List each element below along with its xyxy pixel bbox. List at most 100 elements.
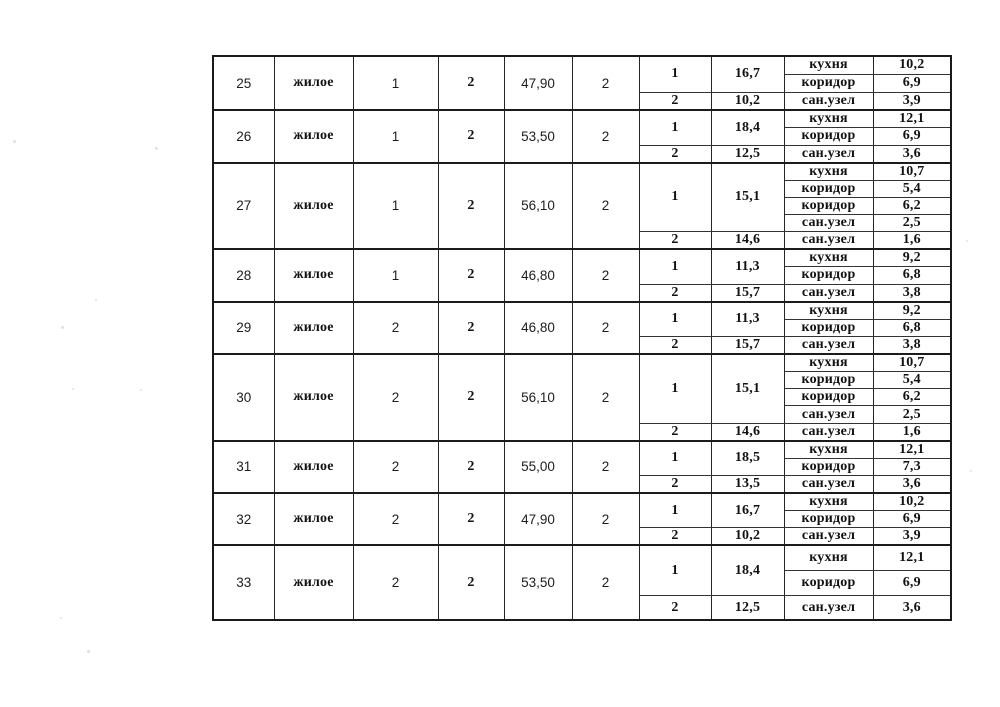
table-row: 25 жилое 1 2 47,90 2 1 16,7 кухня 10,2 (212, 55, 952, 111)
scan-speck (155, 147, 158, 150)
apt-col3-cell: 2 (352, 492, 439, 546)
room-number-cell: 1 (638, 544, 712, 596)
aux-name-cell: сан.узел (783, 336, 874, 355)
aux-name-cell: коридор (783, 457, 874, 477)
apt-type-cell: жилое (273, 492, 354, 546)
apt-col3-cell: 2 (352, 353, 439, 442)
aux-area-cell: 3,9 (872, 527, 952, 546)
aux-name-cell: сан.узел (783, 91, 874, 111)
aux-area-cell: 3,6 (872, 594, 952, 621)
apt-col3-cell: 1 (352, 109, 439, 163)
aux-name-cell: кухня (783, 492, 874, 512)
aux-area-cell: 6,2 (872, 388, 952, 407)
room-number-cell: 2 (638, 594, 712, 621)
aux-name-cell: коридор (783, 196, 874, 215)
aux-area-cell: 6,9 (872, 510, 952, 529)
aux-area-cell: 6,9 (872, 127, 952, 146)
room-number-cell: 2 (638, 422, 712, 442)
aux-area-cell: 3,8 (872, 283, 952, 303)
room-area-cell: 15,1 (710, 161, 785, 233)
apt-type-cell: жилое (273, 439, 354, 494)
aux-area-cell: 3,9 (872, 91, 952, 111)
table-row: сан.узел 2,5 (213, 213, 952, 233)
aux-name-cell: коридор (783, 318, 874, 338)
apt-col3-cell: 2 (352, 439, 439, 494)
apt-col4-cell: 2 (437, 544, 505, 621)
table-row: 30 жилое 2 2 56,10 2 1 15,1 кухня 10,7 (212, 353, 952, 442)
room-area-cell: 18,5 (710, 439, 785, 477)
aux-name-cell: сан.узел (783, 213, 874, 233)
room-area-cell: 10,2 (710, 91, 785, 111)
room-number-cell: 1 (638, 161, 712, 233)
room-number-cell: 1 (638, 300, 712, 338)
aux-name-cell: кухня (783, 544, 874, 571)
room-number-cell: 2 (638, 283, 712, 303)
aux-area-cell: 6,9 (872, 73, 952, 93)
apt-total-area-cell: 53,50 (503, 109, 573, 163)
scan-speck (61, 326, 64, 329)
table-row: коридор 6,9 (213, 127, 952, 146)
apt-type-cell: жилое (273, 109, 354, 163)
table-row: коридор 6,9 (213, 569, 952, 596)
room-number-cell: 2 (638, 336, 712, 355)
room-area-cell: 16,7 (710, 55, 785, 93)
apt-col3-cell: 1 (352, 161, 439, 250)
table-row: коридор 6,8 (213, 266, 952, 285)
room-number-cell: 2 (638, 144, 712, 163)
apt-col4-cell: 2 (437, 109, 505, 163)
apt-rooms-count-cell: 2 (571, 300, 640, 355)
apt-number-cell: 32 (212, 492, 275, 546)
scan-speck (970, 470, 972, 472)
scan-speck (13, 140, 16, 143)
aux-area-cell: 9,2 (872, 300, 952, 320)
apt-number-cell: 30 (212, 353, 275, 442)
aux-name-cell: сан.узел (783, 144, 874, 163)
apt-type-cell: жилое (273, 353, 354, 442)
table-row: 32 жилое 2 2 47,90 2 1 16,7 кухня 10,2 (212, 492, 952, 546)
aux-name-cell: коридор (783, 266, 874, 285)
apt-rooms-count-cell: 2 (571, 161, 640, 250)
table-row: 27 жилое 1 2 56,10 2 1 15,1 кухня 10,7 (212, 161, 952, 250)
room-area-cell: 18,4 (710, 544, 785, 596)
apt-col3-cell: 1 (352, 248, 439, 303)
apt-total-area-cell: 46,80 (503, 248, 573, 303)
aux-name-cell: коридор (783, 179, 874, 198)
aux-area-cell: 12,1 (872, 544, 952, 571)
aux-name-cell: коридор (783, 73, 874, 93)
scan-speck (87, 650, 90, 653)
room-number-cell: 2 (638, 475, 712, 494)
apt-type-cell: жилое (273, 55, 354, 111)
apt-col4-cell: 2 (437, 300, 505, 355)
apt-col4-cell: 2 (437, 492, 505, 546)
aux-name-cell: коридор (783, 127, 874, 146)
scan-speck (140, 389, 142, 391)
scan-speck (966, 240, 968, 242)
apt-number-cell: 33 (212, 544, 275, 621)
table-row: коридор 6,8 (213, 318, 952, 338)
aux-name-cell: кухня (783, 300, 874, 320)
apt-type-cell: жилое (273, 300, 354, 355)
aux-name-cell: кухня (783, 55, 874, 75)
table-row: коридор 6,2 (213, 388, 952, 407)
aux-name-cell: кухня (783, 353, 874, 373)
aux-name-cell: сан.узел (783, 405, 874, 424)
aux-name-cell: кухня (783, 109, 874, 128)
apt-col3-cell: 1 (352, 55, 439, 111)
aux-area-cell: 6,2 (872, 196, 952, 215)
aux-area-cell: 6,9 (872, 569, 952, 596)
aux-name-cell: коридор (783, 569, 874, 596)
aux-name-cell: сан.узел (783, 527, 874, 546)
apt-total-area-cell: 56,10 (503, 161, 573, 250)
room-number-cell: 1 (638, 55, 712, 93)
apt-type-cell: жилое (273, 544, 354, 621)
room-area-cell: 13,5 (710, 475, 785, 494)
aux-name-cell: сан.узел (783, 594, 874, 621)
apt-number-cell: 29 (212, 300, 275, 355)
table-row: 2 14,6 сан.узел 1,6 (213, 422, 952, 442)
aux-area-cell: 5,4 (872, 179, 952, 198)
aux-name-cell: сан.узел (783, 283, 874, 303)
apt-col4-cell: 2 (437, 55, 505, 111)
table-row: 28 жилое 1 2 46,80 2 1 11,3 кухня 9,2 (212, 248, 952, 303)
table-row: 2 13,5 сан.узел 3,6 (213, 475, 952, 494)
